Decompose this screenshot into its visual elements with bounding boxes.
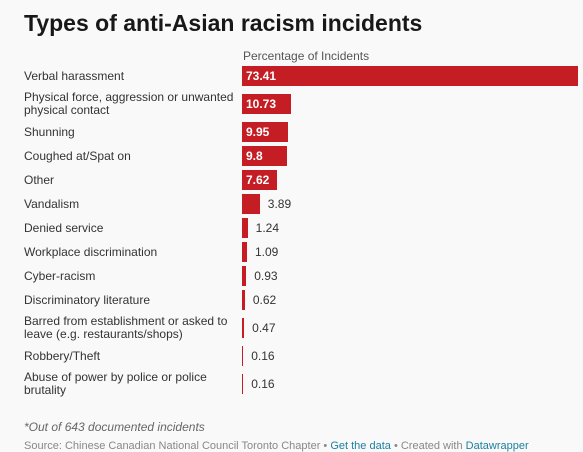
category-label: Vandalism [24, 196, 80, 211]
value-label: 0.16 [251, 377, 275, 391]
category-label: Coughed at/Spat on [24, 148, 131, 163]
bar-row: Workplace discrimination 1.09 [0, 240, 583, 264]
bar-row: Physical force, aggression or unwanted p… [0, 88, 583, 120]
value-label: 0.47 [252, 321, 276, 335]
value-label: 0.62 [252, 293, 277, 307]
bar [242, 122, 288, 142]
value-label: 7.62 [246, 173, 270, 187]
bar-row: Barred from establishment or asked to le… [0, 312, 583, 344]
datawrapper-link[interactable]: Datawrapper [465, 440, 529, 452]
source-text: Source: Chinese Canadian National Counci… [24, 440, 331, 452]
value-label: 73.41 [246, 69, 277, 83]
bar [242, 146, 287, 166]
bar-row: Verbal harassment 73.41 [0, 64, 583, 88]
bar [242, 374, 244, 394]
bar [242, 94, 292, 114]
chart-title: Types of anti-Asian racism incidents [24, 10, 423, 36]
value-label: 9.8 [246, 149, 263, 163]
footnote: *Out of 643 documented incidents [24, 420, 205, 434]
value-label: 10.73 [246, 97, 277, 111]
category-label: Verbal harassment [24, 68, 125, 83]
get-data-link[interactable]: Get the data [330, 440, 391, 452]
category-label: Workplace discrimination [24, 244, 158, 259]
bar-row: Abuse of power by police or police bruta… [0, 368, 583, 400]
category-label: Shunning [24, 124, 75, 139]
category-label: Cyber-racism [24, 268, 96, 283]
bar [242, 266, 247, 286]
category-label: Robbery/Theft [24, 348, 101, 363]
bar-row: Shunning 9.95 [0, 120, 583, 144]
category-label: Abuse of power by police or police bruta… [24, 370, 207, 397]
bar [242, 346, 244, 366]
value-label: 3.89 [267, 197, 292, 211]
bar [242, 318, 245, 338]
bar [242, 242, 247, 262]
value-label: 9.95 [246, 125, 270, 139]
category-label: Other [24, 172, 55, 187]
bar-row: Cyber-racism 0.93 [0, 264, 583, 288]
created-with-text: • Created with [390, 440, 466, 452]
bar [242, 170, 277, 190]
value-label: 1.24 [255, 221, 280, 235]
category-label: Barred from establishment or asked to le… [24, 314, 228, 341]
source-line: Source: Chinese Canadian National Counci… [24, 440, 529, 452]
bar-row: Discriminatory literature 0.62 [0, 288, 583, 312]
bar [242, 290, 245, 310]
value-label: 1.09 [254, 245, 279, 259]
bar-row: Denied service 1.24 [0, 216, 583, 240]
value-label: 0.16 [251, 349, 275, 363]
category-label: Discriminatory literature [24, 292, 151, 307]
bar-row: Vandalism 3.89 [0, 192, 583, 216]
bar-row: Robbery/Theft 0.16 [0, 344, 583, 368]
category-label: Physical force, aggression or unwanted p… [24, 90, 234, 117]
bar-row: Coughed at/Spat on 9.8 [0, 144, 583, 168]
bar [242, 194, 260, 214]
bar-row: Other 7.62 [0, 168, 583, 192]
bar-chart: Verbal harassment 73.41 Physical force, ag… [0, 64, 583, 409]
column-header: Percentage of Incidents [243, 49, 370, 63]
value-label: 0.93 [254, 269, 278, 283]
bar [242, 218, 248, 238]
bar [242, 66, 578, 86]
category-label: Denied service [24, 220, 104, 235]
